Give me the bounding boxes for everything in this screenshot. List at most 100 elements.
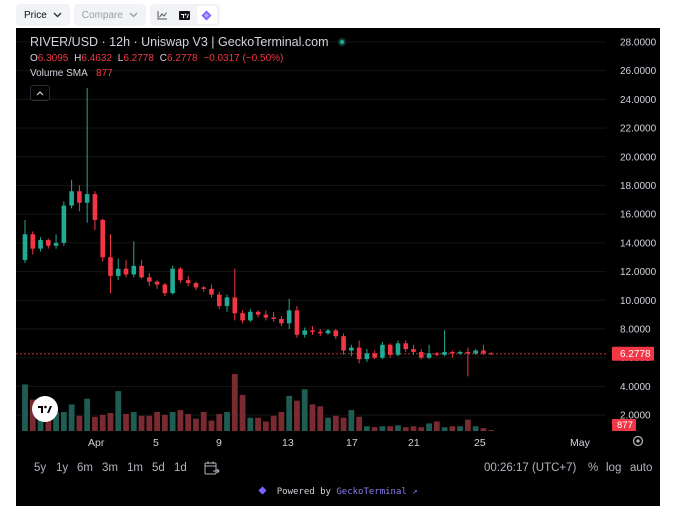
volume-bar (154, 412, 160, 431)
time-tick-label: Apr (88, 437, 105, 449)
candle-body (349, 347, 354, 351)
range-5y[interactable]: 5y (34, 462, 47, 474)
volume-bar (22, 384, 28, 431)
candle-body (271, 317, 276, 319)
volume-bar (457, 426, 464, 431)
price-tick-label: 14.0000 (620, 238, 657, 249)
geckoterminal-button[interactable] (196, 6, 217, 24)
range-1y[interactable]: 1y (56, 462, 69, 474)
volume-bar (433, 421, 440, 431)
range-5d[interactable]: 5d (152, 462, 165, 474)
line-chart-icon (157, 11, 168, 20)
volume-bar (185, 413, 192, 431)
volume-bar (480, 428, 487, 431)
volume-bar (294, 400, 300, 431)
candle-body (224, 297, 230, 307)
candle-body (395, 343, 401, 355)
candle-body (325, 330, 331, 334)
candle-body (154, 281, 160, 285)
last-price-badge (612, 346, 654, 361)
high-label: H (74, 53, 82, 64)
open-value: 6.3095 (37, 53, 69, 64)
candle-body (193, 283, 199, 288)
candle-body (380, 344, 385, 358)
range-1m[interactable]: 1m (127, 462, 143, 474)
tradingview-logo-icon (38, 405, 52, 413)
clock-display[interactable]: 00:26:17 (UTC+7) (484, 462, 577, 474)
range-6m[interactable]: 6m (77, 462, 93, 474)
volume-label: Volume (30, 68, 64, 79)
last-price-label: 6.2778 (620, 349, 651, 360)
geckoterminal-link[interactable]: GeckoTerminal (336, 487, 407, 497)
candle-body (22, 234, 28, 261)
range-1d[interactable]: 1d (174, 462, 187, 474)
time-tick-label: 21 (408, 437, 420, 449)
volume-bar (99, 414, 106, 431)
volume-bar (60, 412, 67, 431)
price-dropdown[interactable]: Price (16, 4, 70, 26)
bottom-toolbar: 5y 1y 6m 3m 1m 5d 1d 00:26:17 (UTC+7) % … (16, 458, 660, 482)
collapse-legend-button[interactable] (30, 85, 50, 101)
candle-body (426, 353, 432, 358)
volume-bar (224, 412, 230, 431)
date-range-icon[interactable] (204, 461, 220, 476)
volume-bar (45, 412, 52, 431)
volume-bar (130, 412, 137, 431)
geckoterminal-icon (201, 10, 212, 20)
candle-body (131, 265, 137, 275)
compare-dropdown[interactable]: Compare (73, 4, 146, 26)
volume-bar (371, 427, 378, 431)
candle-body (450, 351, 455, 354)
candle-body (279, 318, 284, 324)
volume-bar (146, 415, 153, 431)
auto-toggle[interactable]: auto (630, 462, 653, 474)
settings-gear-ring (632, 435, 644, 447)
candle-body (488, 353, 494, 355)
candle-body (209, 288, 214, 295)
line-chart-button[interactable] (153, 6, 173, 24)
candle-body (465, 351, 471, 354)
volume-bar (402, 427, 409, 431)
volume-bar (123, 413, 129, 431)
volume-bar (395, 425, 401, 431)
candle-body (46, 240, 51, 246)
volume-bar (387, 426, 394, 431)
volume-bar (348, 410, 355, 431)
candle-body (481, 350, 486, 354)
log-toggle[interactable]: log (606, 462, 622, 474)
percent-toggle[interactable]: % (588, 462, 599, 474)
external-link-icon: ↗ (412, 487, 418, 497)
price-tick-label: 20.0000 (620, 152, 657, 163)
price-tick-label: 26.0000 (620, 66, 657, 77)
last-volume-badge (612, 419, 636, 431)
compare-label: Compare (81, 9, 123, 21)
price-tick-label: 4.0000 (620, 382, 651, 393)
candle-body (364, 353, 370, 360)
time-tick-label: 25 (474, 437, 486, 449)
candle-body (434, 353, 440, 355)
candle-body (30, 234, 36, 249)
chart-panel: 28.0000 26.0000 24.0000 22.0000 20.0000 18.00… (16, 28, 660, 506)
tradingview-button[interactable] (175, 6, 195, 24)
candle-body (457, 351, 463, 354)
volume-bar (231, 374, 238, 431)
volume-bar (464, 419, 471, 431)
candlestick-chart[interactable]: 28.0000 26.0000 24.0000 22.0000 20.0000 18.00… (16, 28, 660, 458)
price-tick-label: 24.0000 (620, 95, 657, 106)
candle-body (317, 331, 323, 334)
price-label: Price (24, 9, 47, 21)
candle-body (248, 311, 253, 321)
price-tick-label: 22.0000 (620, 124, 657, 135)
volume-bar (356, 416, 363, 431)
candle-body (108, 257, 113, 276)
tradingview-logo[interactable] (32, 396, 58, 422)
price-tick-label: 8.0000 (620, 325, 651, 336)
volume-bar (208, 420, 215, 431)
volume-bar (107, 412, 114, 431)
chart-toolbar: Price Compare (16, 4, 220, 26)
range-3m[interactable]: 3m (102, 462, 118, 474)
volume-bar (332, 415, 339, 431)
candle-body (147, 277, 152, 282)
volume-bar (169, 412, 176, 431)
chevron-down-icon (53, 12, 62, 18)
